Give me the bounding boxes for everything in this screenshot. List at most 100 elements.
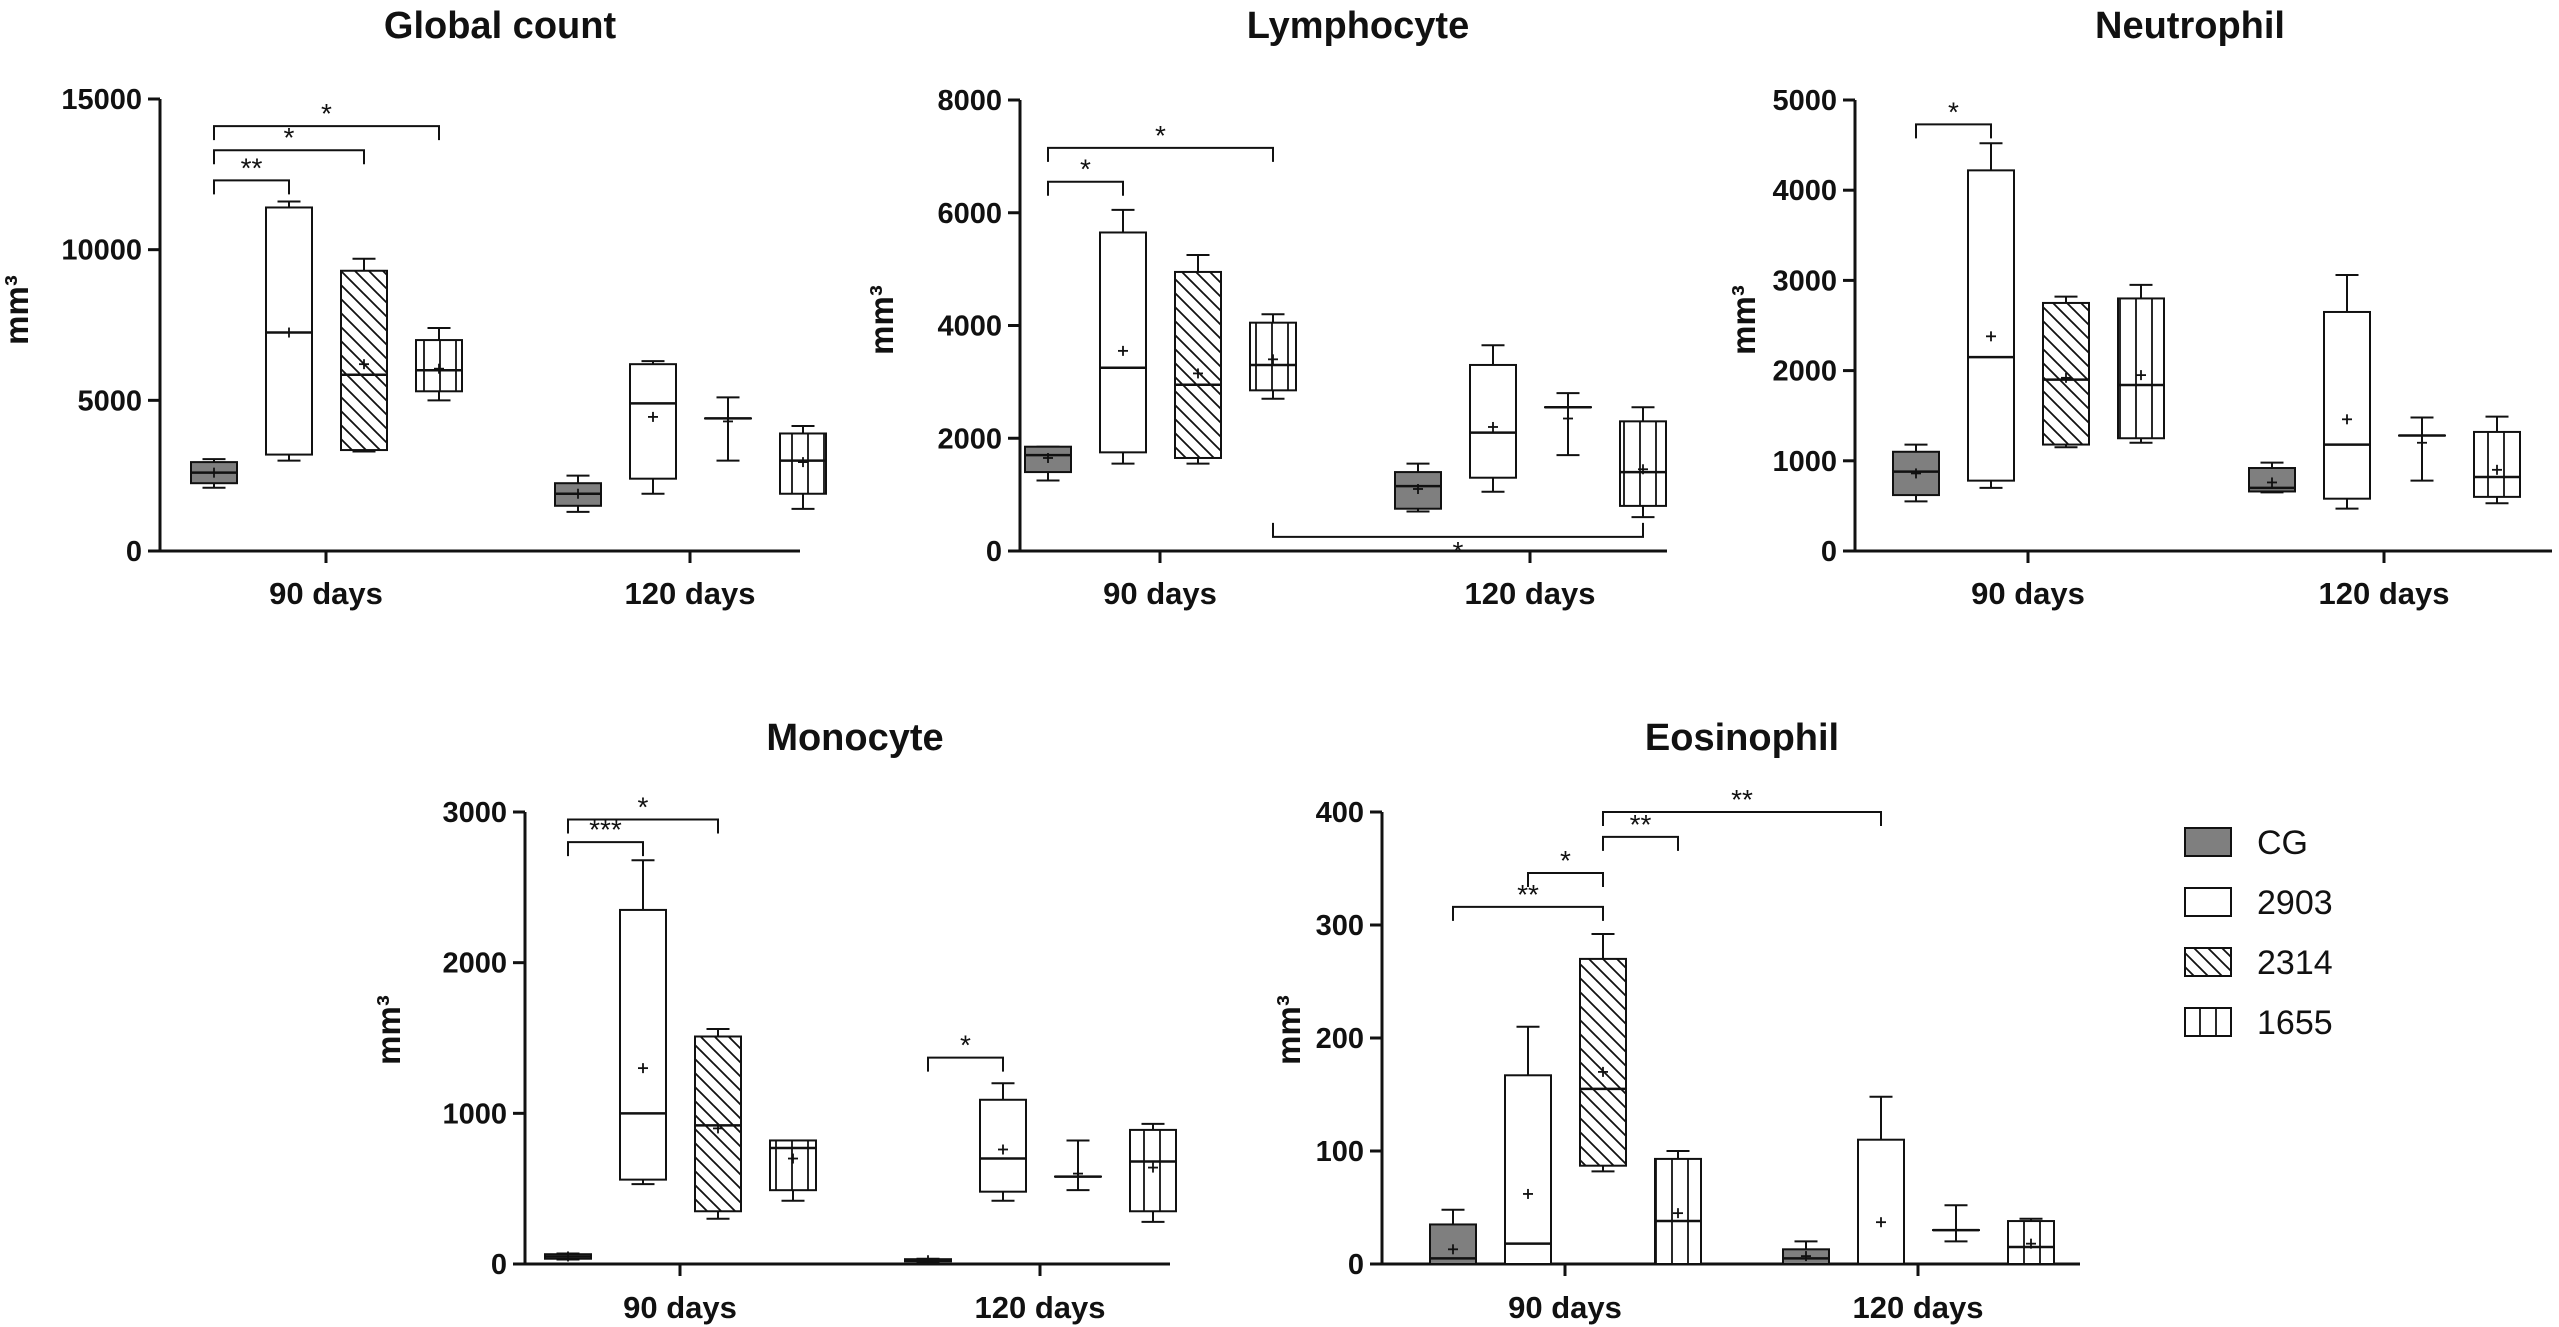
box-2314 <box>1054 1139 1102 1192</box>
box-2903 <box>1504 1025 1552 1266</box>
significance-label: ** <box>1731 784 1753 815</box>
box-1655 <box>415 327 463 402</box>
box-1655 <box>1619 406 1667 519</box>
bracket-line <box>213 179 290 195</box>
box-cg <box>904 1255 952 1266</box>
y-tick-label: 2000 <box>937 423 1002 455</box>
y-tick-label: 4000 <box>1772 175 1837 207</box>
box-2903 <box>2323 273 2371 510</box>
box-1655 <box>2117 283 2165 444</box>
significance-bracket: * <box>927 1030 1004 1072</box>
chart-panel-neutrophil: Neutrophil mm³ 90 days 120 days 0 1000 200… <box>1725 5 2552 611</box>
significance-label: * <box>284 122 295 153</box>
y-tick-label: 1000 <box>1772 446 1837 478</box>
box-2314 <box>2398 416 2446 482</box>
y-tick-label: 300 <box>1316 910 1364 942</box>
box-2314 <box>1544 392 1592 457</box>
box-1655 <box>2473 415 2521 505</box>
box-cg <box>190 458 238 489</box>
bracket-line <box>567 841 644 857</box>
y-axis-label: mm³ <box>863 285 900 355</box>
y-tick-label: 2000 <box>1772 356 1837 388</box>
significance-bracket: * <box>1527 845 1604 888</box>
chart-panel-global-count: Global count mm³ 90 days 120 days 0 5000 1… <box>0 5 827 611</box>
box-iqr <box>1469 363 1517 479</box>
box-iqr <box>619 908 667 1181</box>
chart-panel-monocyte: Monocyte mm³ 90 days 120 days 0 1000 2000 3… <box>370 717 1177 1325</box>
significance-bracket: ** <box>1602 809 1679 851</box>
chart-panel-lymphocyte: Lymphocyte mm³ 90 days 120 days 0 2000 400… <box>863 5 1667 611</box>
box-2314 <box>1174 254 1222 465</box>
significance-label: ** <box>241 152 263 183</box>
legend-label-cg: CG <box>2257 824 2308 862</box>
bracket-line <box>1527 872 1604 888</box>
y-tick-label: 4000 <box>937 311 1002 343</box>
significance-bracket: * <box>1915 96 1992 139</box>
box-1655 <box>1654 1150 1702 1266</box>
bracket-line <box>1602 811 1882 826</box>
box-2903 <box>629 360 677 495</box>
significance-bracket: ** <box>1452 879 1604 921</box>
significance-bracket: ** <box>1602 784 1882 826</box>
category-label-120-days: 120 days <box>625 576 756 611</box>
box-cg <box>1892 443 1940 503</box>
box-1655 <box>1249 313 1297 400</box>
box-2903 <box>1857 1095 1905 1266</box>
box-cg <box>554 474 602 513</box>
bracket-line <box>1272 522 1644 538</box>
bracket-line <box>1047 180 1124 196</box>
bracket-line <box>1452 905 1604 921</box>
category-label-120-days: 120 days <box>975 1290 1106 1325</box>
box-iqr <box>2473 430 2521 498</box>
legend-label-2314: 2314 <box>2257 944 2333 982</box>
significance-bracket: * <box>1047 120 1274 162</box>
category-label-120-days: 120 days <box>2319 576 2450 611</box>
bracket-line <box>567 818 719 834</box>
box-1655 <box>2007 1217 2055 1266</box>
significance-bracket: * <box>1047 154 1124 196</box>
y-tick-label: 0 <box>1348 1249 1364 1281</box>
y-tick-label: 2000 <box>442 948 507 980</box>
y-tick-label: 6000 <box>937 198 1002 230</box>
legend: CG 2903 2314 1655 <box>2184 824 2333 1042</box>
box-1655 <box>1129 1122 1177 1223</box>
significance-label: ** <box>1630 809 1652 840</box>
category-label-120-days: 120 days <box>1465 576 1596 611</box>
box-cg <box>2248 461 2296 494</box>
significance-label: * <box>1948 96 1959 127</box>
significance-bracket: * <box>567 792 719 834</box>
box-2903 <box>979 1082 1027 1202</box>
y-tick-label: 0 <box>491 1249 507 1281</box>
y-tick-label: 15000 <box>61 84 142 116</box>
y-tick-label: 3000 <box>442 797 507 829</box>
legend-label-1655: 1655 <box>2257 1004 2333 1042</box>
significance-bracket: * <box>213 122 365 165</box>
box-cg <box>1394 462 1442 513</box>
box-2903 <box>1967 142 2015 489</box>
box-1655 <box>779 424 827 510</box>
chart-title: Eosinophil <box>1645 717 1839 759</box>
bracket-line <box>1047 146 1274 162</box>
y-tick-label: 3000 <box>1772 265 1837 297</box>
y-tick-label: 0 <box>986 536 1002 568</box>
legend-swatch-cg <box>2184 827 2232 857</box>
box-2314 <box>1579 933 1627 1173</box>
significance-label: * <box>321 98 332 129</box>
chart-title: Global count <box>384 5 617 47</box>
y-axis-label: mm³ <box>1725 285 1762 355</box>
box-iqr <box>2117 297 2165 440</box>
bracket-line <box>1602 835 1679 851</box>
bracket-line <box>213 149 365 165</box>
box-2314 <box>2042 295 2090 449</box>
significance-label: * <box>1560 845 1571 876</box>
box-cg <box>544 1251 592 1262</box>
plot-area: 0 2000 4000 6000 8000 * * * <box>937 85 1667 568</box>
box-iqr <box>1967 169 2015 482</box>
y-axis-label: mm³ <box>1270 995 1307 1065</box>
significance-bracket: * <box>213 98 440 141</box>
y-tick-label: 0 <box>1821 536 1837 568</box>
significance-label: * <box>638 792 649 823</box>
legend-swatch-2314 <box>2184 947 2232 977</box>
